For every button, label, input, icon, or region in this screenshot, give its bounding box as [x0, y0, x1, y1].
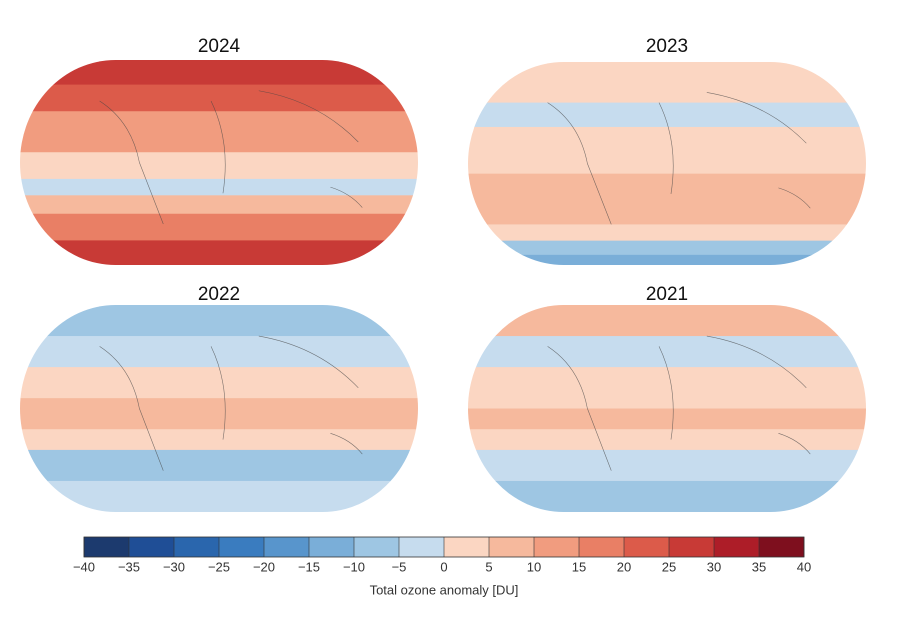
- anomaly-band: [20, 449, 418, 482]
- colorbar-tick-label: −35: [118, 559, 140, 574]
- colorbar-segment: [444, 537, 489, 557]
- colorbar-segment: [84, 537, 129, 557]
- anomaly-band: [468, 480, 866, 512]
- colorbar-label: Total ozone anomaly [DU]: [370, 582, 519, 597]
- anomaly-band: [468, 240, 866, 256]
- colorbar-tick-label: −25: [208, 559, 230, 574]
- anomaly-band: [20, 480, 418, 512]
- anomaly-band: [20, 195, 418, 215]
- anomaly-band: [20, 111, 418, 153]
- colorbar-segment: [669, 537, 714, 557]
- colorbar-tick-label: 5: [485, 559, 492, 574]
- anomaly-band: [20, 240, 418, 265]
- anomaly-band: [468, 224, 866, 242]
- colorbar-tick-label: −40: [73, 559, 95, 574]
- anomaly-band: [20, 178, 418, 196]
- anomaly-band: [468, 449, 866, 482]
- colorbar-segment: [399, 537, 444, 557]
- colorbar-segment: [174, 537, 219, 557]
- anomaly-band: [468, 305, 866, 337]
- colorbar-tick-label: 0: [440, 559, 447, 574]
- anomaly-band: [20, 60, 418, 86]
- anomaly-band: [468, 408, 866, 430]
- colorbar-tick-label: −5: [392, 559, 407, 574]
- anomaly-band: [468, 429, 866, 451]
- anomaly-band: [20, 213, 418, 241]
- map: [468, 62, 866, 265]
- map-title: 2024: [198, 36, 241, 57]
- colorbar-segment: [624, 537, 669, 557]
- coastline: [547, 92, 811, 225]
- colorbar-segment: [129, 537, 174, 557]
- anomaly-band: [468, 126, 866, 175]
- map: [20, 60, 418, 265]
- colorbar-tick-label: −20: [253, 559, 275, 574]
- anomaly-band: [20, 367, 418, 399]
- anomaly-band: [20, 152, 418, 180]
- colorbar-tick-label: 40: [797, 559, 811, 574]
- colorbar-tick-label: −15: [298, 559, 320, 574]
- colorbar-tick-label: −30: [163, 559, 185, 574]
- colorbar-segment: [759, 537, 804, 557]
- map-title: 2021: [646, 284, 688, 305]
- colorbar-segment: [714, 537, 759, 557]
- anomaly-band: [20, 84, 418, 112]
- anomaly-band: [20, 305, 418, 337]
- colorbar-segment: [264, 537, 309, 557]
- coastline: [547, 335, 811, 471]
- colorbar-tick-label: 15: [572, 559, 586, 574]
- colorbar-segment: [489, 537, 534, 557]
- anomaly-band: [20, 398, 418, 430]
- colorbar-segment: [354, 537, 399, 557]
- colorbar-tick-label: 30: [707, 559, 721, 574]
- colorbar-segment: [534, 537, 579, 557]
- colorbar-tick-label: −10: [343, 559, 365, 574]
- colorbar-tick-label: 20: [617, 559, 631, 574]
- map-title: 2023: [646, 36, 688, 57]
- colorbar-tick-label: 35: [752, 559, 766, 574]
- colorbar-segment: [309, 537, 354, 557]
- map-title: 2022: [198, 284, 240, 305]
- anomaly-band: [468, 367, 866, 409]
- coastline: [99, 335, 363, 471]
- anomaly-band: [468, 62, 866, 104]
- map: [468, 305, 866, 512]
- colorbar-tick-label: 10: [527, 559, 541, 574]
- coastline: [99, 90, 363, 225]
- anomaly-band: [20, 336, 418, 368]
- colorbar-segment: [219, 537, 264, 557]
- colorbar-segment: [579, 537, 624, 557]
- map: [20, 305, 418, 512]
- anomaly-band: [468, 254, 866, 265]
- anomaly-band: [468, 173, 866, 225]
- anomaly-band: [20, 429, 418, 451]
- colorbar-tick-label: 25: [662, 559, 676, 574]
- anomaly-band: [468, 336, 866, 368]
